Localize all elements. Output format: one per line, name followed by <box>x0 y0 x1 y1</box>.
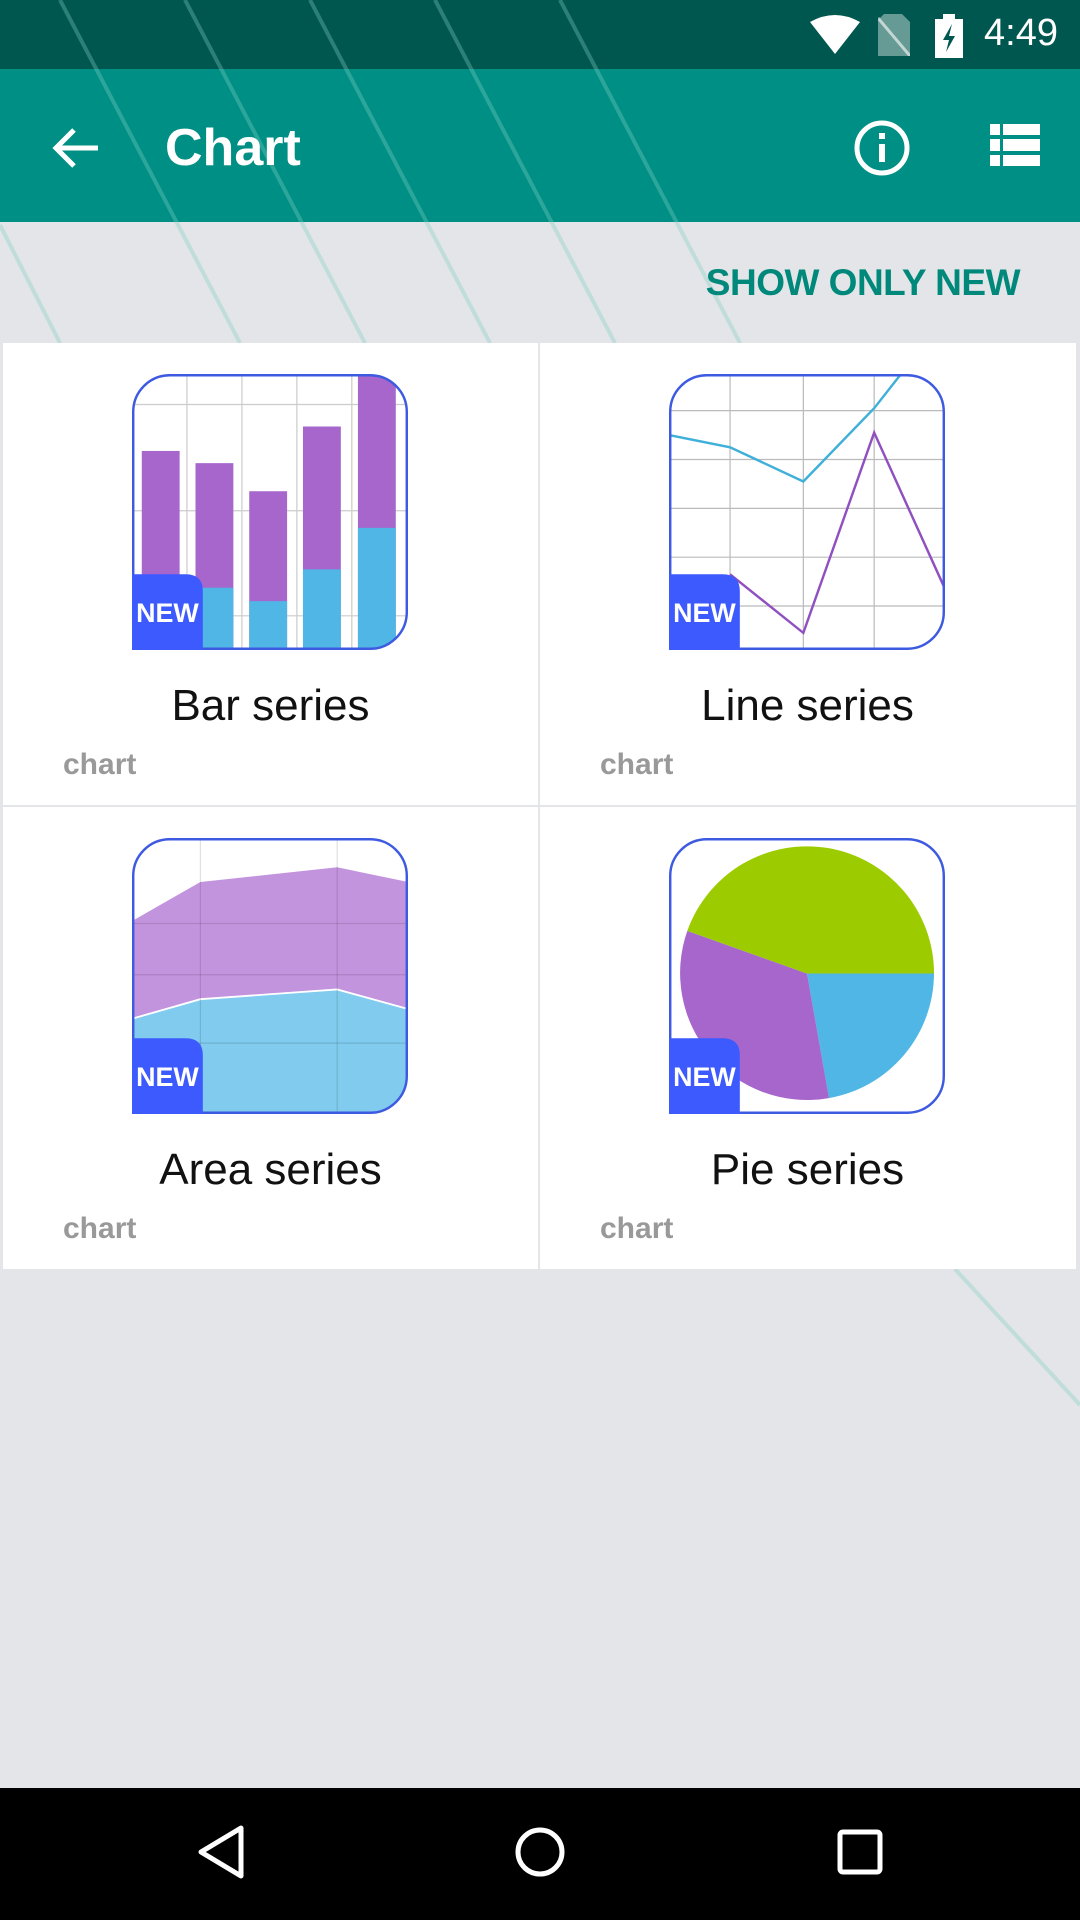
status-time: 4:49 <box>984 12 1058 54</box>
new-badge <box>669 574 740 650</box>
new-badge <box>132 1038 203 1114</box>
new-badge-label: NEW <box>136 1062 199 1092</box>
new-badge-label: NEW <box>673 598 736 628</box>
bar-series-thumbnail: NEW <box>132 374 408 650</box>
status-bar <box>0 0 1080 69</box>
info-icon[interactable] <box>852 118 912 178</box>
back-triangle-icon[interactable] <box>196 1824 246 1880</box>
card-title: Bar series <box>171 681 370 730</box>
new-badge-label: NEW <box>136 598 199 628</box>
card-title: Area series <box>159 1145 382 1194</box>
navigation-bar <box>0 1788 1080 1920</box>
recents-square-icon[interactable] <box>835 1824 885 1880</box>
app-bar <box>0 69 1080 222</box>
view-list-icon[interactable] <box>990 124 1040 166</box>
pie-series-thumbnail: NEW <box>669 838 945 1114</box>
card-category: chart <box>600 1212 674 1245</box>
card-line-series[interactable]: NEW Line series chart <box>540 343 1076 805</box>
new-badge <box>669 1038 740 1114</box>
no-sim-icon <box>878 14 910 56</box>
area-series-thumbnail: NEW <box>132 838 408 1114</box>
card-pie-series[interactable]: NEW Pie series chart <box>540 807 1076 1269</box>
card-title: Pie series <box>710 1145 905 1194</box>
new-badge-label: NEW <box>673 1062 736 1092</box>
page-title: Chart <box>165 119 301 177</box>
battery-charging-icon <box>935 14 963 58</box>
card-category: chart <box>63 1212 137 1245</box>
line-series-thumbnail: NEW <box>669 374 945 650</box>
card-category: chart <box>63 748 137 781</box>
card-title: Line series <box>701 681 914 730</box>
show-only-new-button[interactable]: SHOW ONLY NEW <box>705 262 1021 303</box>
arrow-left-icon[interactable] <box>48 120 104 176</box>
new-badge <box>132 574 203 650</box>
wifi-icon <box>810 15 860 54</box>
home-circle-icon[interactable] <box>514 1824 566 1880</box>
card-area-series[interactable]: NEW Area series chart <box>3 807 538 1269</box>
card-category: chart <box>600 748 674 781</box>
card-bar-series[interactable]: NEW Bar series chart <box>3 343 538 805</box>
